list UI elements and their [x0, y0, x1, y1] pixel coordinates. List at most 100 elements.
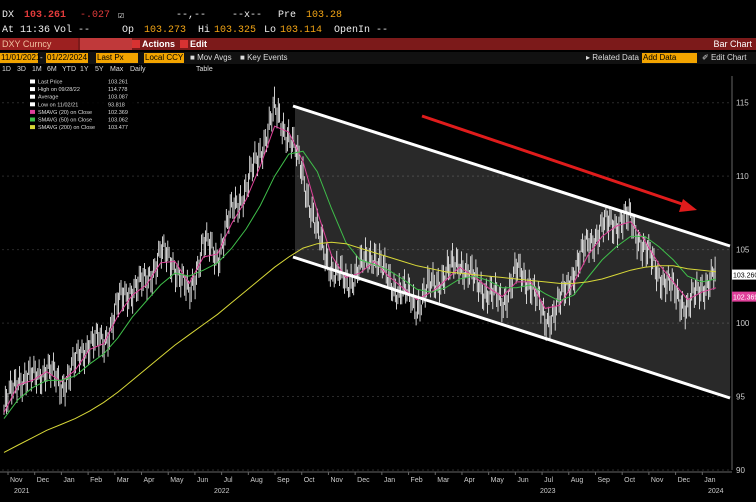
prev-label: Pre — [278, 10, 297, 21]
time-label: At 11:36 — [2, 25, 51, 36]
key-events-label: Key Events — [247, 53, 288, 62]
x-tick-label: Dec — [37, 477, 50, 484]
legend-label: Low on 11/02/21 — [38, 102, 78, 108]
start-date-field[interactable]: 11/01/2021 — [0, 53, 41, 63]
edit-chart-button[interactable]: ✐ Edit Chart — [702, 53, 747, 62]
quote-detail: At 11:36 Vol -- Op 103.273 Hi 103.325 Lo… — [0, 25, 756, 37]
range-5y[interactable]: 5Y — [95, 66, 104, 73]
range-1d[interactable]: 1D — [2, 66, 11, 73]
date-separator: - — [40, 53, 43, 62]
last-price-tag-bg — [732, 269, 756, 280]
x-tick-label: Jun — [517, 477, 528, 484]
legend-swatch — [30, 94, 35, 99]
mov-avgs-label: Mov Avgs — [197, 53, 232, 62]
table-toggle[interactable]: Table — [196, 66, 213, 73]
add-data-field[interactable]: Add Data — [642, 53, 697, 63]
x-tick-label: Feb — [90, 477, 102, 484]
legend-swatch — [30, 117, 35, 122]
price-type-select[interactable]: Last Px — [96, 53, 138, 63]
x-tick-label: May — [170, 477, 184, 484]
x-tick-label: Apr — [464, 477, 476, 484]
x-year-label: 2023 — [540, 488, 556, 495]
x-year-label: 2024 — [708, 488, 724, 495]
x-tick-label: Feb — [411, 477, 423, 484]
x-year-label: 2022 — [214, 488, 230, 495]
trend-arrow-head — [679, 199, 697, 212]
range-max[interactable]: Max — [110, 66, 124, 73]
x-year-label: 2021 — [14, 488, 30, 495]
related-data-menu[interactable]: ▸ Related Data — [586, 53, 639, 62]
range-6m[interactable]: 6M — [47, 66, 57, 73]
x-tick-label: Oct — [304, 477, 315, 484]
legend-value: 114.778 — [108, 87, 127, 93]
x-tick-label: Mar — [117, 477, 130, 484]
prev-value: 103.28 — [306, 10, 343, 21]
bid-placeholder: --,-- — [176, 10, 207, 21]
edit-icon — [180, 40, 188, 48]
related-data-label: Related Data — [592, 53, 639, 62]
series-line — [3, 241, 717, 453]
legend-label: Last Price — [38, 80, 62, 86]
legend-value: 93.818 — [108, 102, 125, 108]
legend-value: 103.477 — [108, 125, 128, 131]
open-interest-label: OpenIn -- — [334, 25, 389, 36]
range-1m[interactable]: 1M — [32, 66, 42, 73]
price-change: -.027 — [80, 10, 111, 21]
x-tick-label: Aug — [571, 477, 584, 484]
x-tick-label: Nov — [10, 477, 23, 484]
mov-avgs-toggle[interactable]: ■ Mov Avgs — [190, 53, 232, 62]
legend-label: SMAVG (200) on Close — [38, 125, 95, 131]
last-price-tag: 103.260 — [733, 273, 756, 280]
key-events-toggle[interactable]: ■ Key Events — [240, 53, 288, 62]
legend-value: 103.261 — [108, 80, 128, 86]
function-title: Bar Chart — [713, 39, 752, 49]
legend-swatch — [30, 79, 35, 84]
x-tick-label: Nov — [330, 477, 343, 484]
controls-bar: 11/01/2021 - 01/22/2024 Last Px Local CC… — [0, 52, 756, 64]
x-tick-label: Jul — [224, 477, 233, 484]
actions-menu[interactable]: Actions — [132, 38, 175, 50]
range-ytd[interactable]: YTD — [62, 66, 76, 73]
edit-menu[interactable]: Edit — [180, 38, 207, 50]
legend-value: 103.087 — [108, 95, 128, 101]
security-name[interactable]: DXY Curncy — [0, 38, 78, 50]
sma20-tag: 102.369 — [733, 295, 756, 302]
function-bar: DXY Curncy Actions Edit Bar Chart — [0, 38, 756, 50]
end-date-field[interactable]: 01/22/2024 — [46, 53, 88, 63]
channel-upper-line — [292, 104, 731, 248]
x-tick-label: Apr — [144, 477, 156, 484]
series-line — [3, 150, 717, 419]
edit-chart-label: Edit Chart — [710, 53, 747, 62]
security-input[interactable] — [80, 38, 132, 50]
x-tick-label: Jun — [197, 477, 208, 484]
high-value: 103.325 — [214, 25, 257, 36]
sma20-tag-bg — [732, 291, 756, 302]
x-tick-label: Dec — [678, 477, 691, 484]
ask-placeholder: --x-- — [232, 10, 263, 21]
range-1y[interactable]: 1Y — [80, 66, 89, 73]
legend-box — [27, 78, 135, 134]
x-tick-label: Sep — [277, 477, 290, 484]
legend-label: High on 09/28/22 — [38, 87, 80, 93]
edit-label: Edit — [190, 39, 207, 49]
price-chart[interactable]: Last Price 103.261 High on 09/28/22 114.778… — [0, 76, 756, 502]
series-line — [3, 125, 717, 413]
range-3d[interactable]: 3D — [17, 66, 26, 73]
x-tick-label: Oct — [624, 477, 635, 484]
low-value: 103.114 — [280, 25, 323, 36]
x-tick-label: Dec — [357, 477, 370, 484]
low-label: Lo — [264, 25, 277, 36]
trend-arrow-line — [421, 114, 689, 208]
series-layer — [3, 86, 717, 453]
legend-label: SMAVG (50) on Close — [38, 118, 92, 124]
open-label: Op — [122, 25, 135, 36]
y-tick-label: 90 — [736, 466, 745, 475]
y-tick-label: 115 — [736, 99, 749, 108]
frequency-select[interactable]: Daily — [130, 66, 146, 73]
range-bar: 1D 3D 1M 6M YTD 1Y 5Y Max Daily Table — [0, 65, 756, 75]
last-price: 103.261 — [24, 10, 67, 21]
currency-select[interactable]: Local CCY — [144, 53, 184, 63]
flag-icon[interactable]: ☑ — [118, 11, 125, 22]
open-value: 103.273 — [144, 25, 187, 36]
legend-label: SMAVG (20) on Close — [38, 110, 92, 116]
